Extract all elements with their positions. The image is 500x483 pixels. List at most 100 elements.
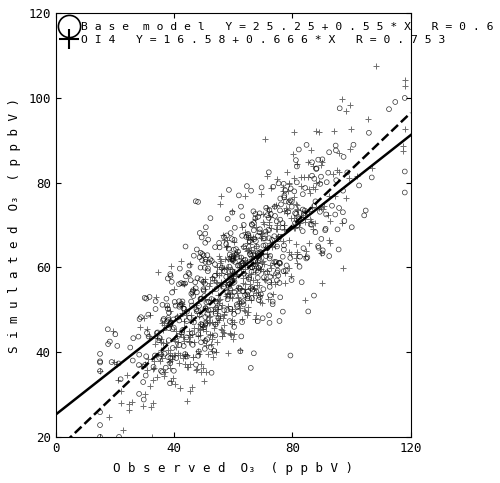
Point <box>266 239 274 247</box>
Point <box>214 314 222 322</box>
Point <box>194 198 202 206</box>
Point <box>304 254 312 261</box>
Point <box>264 226 272 234</box>
Point <box>175 298 183 305</box>
Point <box>224 270 232 278</box>
Point <box>213 269 221 277</box>
Point <box>164 314 172 322</box>
Point <box>145 332 153 340</box>
Point <box>230 252 237 260</box>
Point <box>203 318 211 326</box>
Point <box>206 331 214 339</box>
Point <box>266 213 274 221</box>
Point <box>262 242 270 249</box>
Point <box>204 283 212 290</box>
Point <box>385 105 393 113</box>
Point <box>350 141 358 149</box>
Point <box>216 281 224 288</box>
Point <box>206 340 214 347</box>
Point <box>154 269 162 276</box>
Point <box>267 211 275 218</box>
Point <box>308 158 316 166</box>
Point <box>250 315 258 323</box>
Point <box>310 292 318 299</box>
Point <box>172 302 179 310</box>
Point <box>248 221 256 229</box>
Point <box>158 301 166 309</box>
Point <box>238 242 246 250</box>
Point <box>298 183 306 190</box>
Point <box>216 256 224 263</box>
Point <box>295 146 303 154</box>
Point <box>210 276 218 284</box>
Point <box>194 347 202 355</box>
Point <box>202 256 209 263</box>
Point <box>228 286 236 294</box>
Point <box>200 252 207 259</box>
Point <box>202 298 210 306</box>
Point <box>157 367 165 375</box>
Point <box>149 376 157 384</box>
Point <box>166 357 173 365</box>
Point <box>245 275 253 283</box>
Point <box>212 280 220 287</box>
Point <box>139 378 147 386</box>
Point <box>228 235 236 243</box>
Point <box>166 272 174 280</box>
Point <box>248 294 256 302</box>
Point <box>224 302 232 310</box>
Point <box>306 146 314 154</box>
Point <box>106 338 114 345</box>
Point <box>292 224 300 232</box>
Point <box>325 148 333 156</box>
Point <box>228 256 236 263</box>
Point <box>282 262 290 270</box>
Point <box>306 189 314 197</box>
Point <box>201 345 209 353</box>
Point <box>229 257 237 265</box>
Point <box>202 258 209 266</box>
Point <box>234 284 242 292</box>
Point <box>150 363 158 370</box>
Point <box>311 185 319 193</box>
Point <box>276 195 284 202</box>
Point <box>342 107 349 115</box>
Point <box>206 280 214 287</box>
Point <box>223 306 231 314</box>
Point <box>182 353 190 360</box>
Point <box>268 300 276 308</box>
Point <box>200 336 208 344</box>
Point <box>261 235 269 242</box>
Point <box>179 354 187 362</box>
Point <box>228 331 235 339</box>
Point <box>288 223 296 230</box>
Point <box>157 350 165 358</box>
Point <box>322 211 330 218</box>
Point <box>325 236 333 244</box>
Point <box>256 265 264 273</box>
Point <box>329 170 337 178</box>
Point <box>148 403 156 411</box>
Point <box>202 341 210 349</box>
Point <box>160 372 168 380</box>
Point <box>292 156 300 164</box>
Point <box>298 278 306 286</box>
Point <box>252 210 260 218</box>
Point <box>365 129 373 137</box>
Point <box>129 356 137 364</box>
Point <box>279 308 287 315</box>
Point <box>180 342 188 350</box>
Point <box>236 346 244 354</box>
Point <box>283 168 291 175</box>
Point <box>237 260 245 268</box>
Point <box>266 292 274 299</box>
Point <box>300 212 308 219</box>
Point <box>262 204 270 212</box>
Point <box>174 332 182 340</box>
Point <box>276 259 283 267</box>
Point <box>286 264 294 272</box>
Point <box>268 264 276 272</box>
Point <box>167 377 175 384</box>
Point <box>207 306 215 313</box>
Point <box>259 210 267 218</box>
